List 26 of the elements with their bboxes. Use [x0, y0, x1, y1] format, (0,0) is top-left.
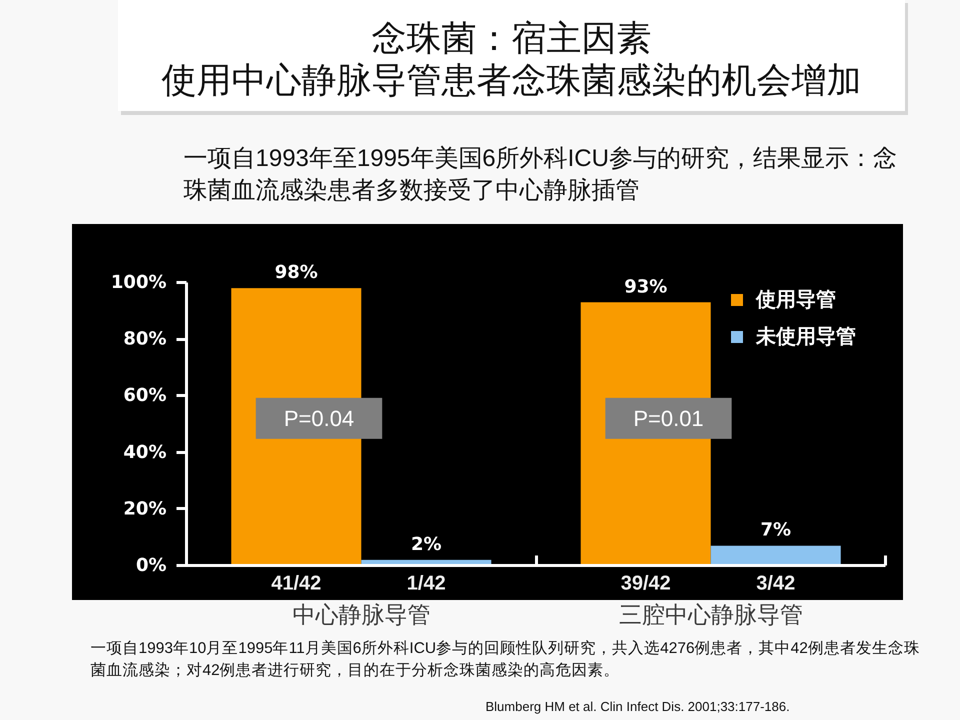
annotation: 39/42: [620, 572, 671, 594]
y-tick-label: 60%: [123, 385, 167, 406]
chart-title: 念珠菌：宿主因素: [372, 19, 652, 58]
annotation: 41/42: [271, 572, 322, 594]
data-label: 93%: [624, 276, 668, 298]
text: Blumberg HM et al. Clin Infect Dis. 2001;33:177-186.: [486, 699, 790, 714]
y-tick-label: 0%: [136, 555, 167, 576]
legend-label: 未使用导管: [756, 323, 856, 350]
annotation: 1/42: [406, 572, 446, 594]
data-label: 98%: [274, 262, 318, 284]
annotation: 3/42: [756, 572, 796, 594]
x-tick-label: 中心静脉导管: [292, 602, 430, 628]
legend-label: 使用导管: [756, 286, 836, 313]
data-label: 2%: [410, 534, 442, 555]
annotation: P=0.01: [633, 406, 704, 431]
bar: [710, 546, 841, 566]
text: 一项自1993年至1995年美国6所外科ICU参与的研究，结果显示：念珠菌血流感染患者多数接受了中心静脉插管: [184, 145, 897, 204]
y-tick-label: 40%: [123, 442, 167, 463]
text: 一项自1993年10月至1995年11月美国6所外科ICU参与的回顾性队列研究，共入选4276例患者，其中42例患者发生念珠菌血流感染；对42例患者进行研究，目的在于分析念珠菌感染的高危因素。: [90, 639, 920, 679]
y-tick-label: 20%: [123, 498, 167, 520]
y-tick-label: 100%: [110, 272, 166, 293]
annotation: P=0.04: [284, 406, 354, 431]
chart-subtitle: 使用中心静脉导管患者念珠菌感染的机会增加: [162, 61, 862, 100]
y-tick-label: 80%: [123, 328, 167, 350]
x-tick-label: 三腔中心静脉导管: [618, 602, 803, 628]
data-label: 7%: [760, 520, 792, 541]
